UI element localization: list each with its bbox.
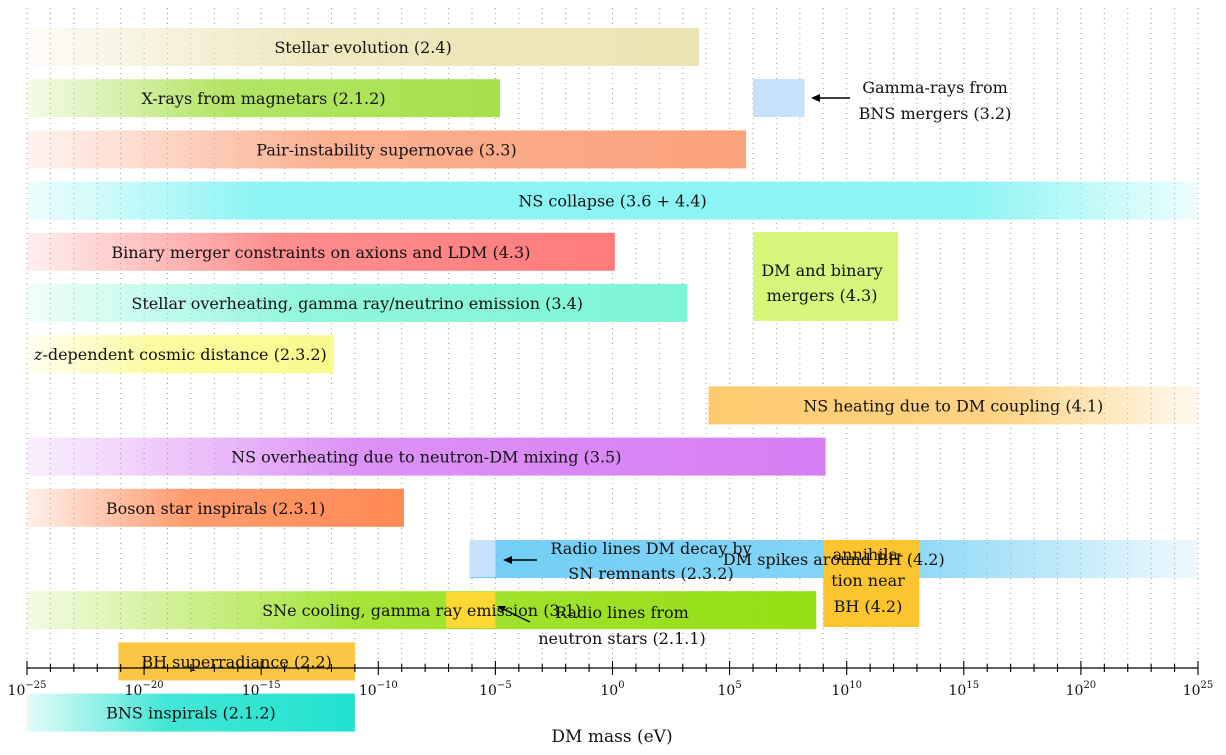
range-box (469, 540, 496, 577)
range-bar (27, 284, 688, 322)
x-tick-label: 10−20 (125, 680, 164, 699)
range-bar-label: X-rays from magnetars (2.1.2) (142, 89, 386, 108)
x-tick-label: 10−10 (359, 680, 398, 699)
box-label-annihilation-line-2: tion near (831, 571, 905, 590)
range-bar-label: NS collapse (3.6 + 4.4) (518, 192, 706, 211)
annotations: Gamma-rays from BNS mergers (3.2) Radio … (497, 78, 1011, 648)
range-bar (27, 130, 746, 169)
bar-labels: Stellar evolution (2.4) X-rays from magne… (33, 38, 1103, 723)
box-label-annihilation-line-1: annihila- (833, 545, 904, 564)
x-tick-label: 1020 (1066, 680, 1097, 699)
range-bar (27, 437, 826, 476)
range-bar (27, 488, 405, 527)
boxes (446, 79, 920, 628)
box-label-annihilation-line-3: BH (4.2) (834, 597, 903, 616)
range-box (446, 592, 496, 628)
annotation-gamma-line-2: BNS mergers (3.2) (859, 104, 1012, 123)
range-bar-label: Boson star inspirals (2.3.1) (106, 499, 325, 518)
range-bar-label: z-dependent cosmic distance (2.3.2) (33, 345, 327, 364)
range-bar (27, 335, 334, 374)
range-bar (27, 693, 355, 732)
x-tick-label: 1015 (949, 680, 980, 699)
x-tick-label: 105 (717, 680, 741, 699)
range-bar-label: Stellar overheating, gamma ray/neutrino … (131, 294, 583, 313)
range-box (753, 79, 805, 117)
x-tick-labels: 10−25 10−20 10−15 10−10 10−5 100 105 1010 1015 10… (8, 680, 1214, 699)
box-label-dm-binary-line-1: DM and binary (761, 261, 882, 280)
range-bar-label: Binary merger constraints on axions and … (111, 243, 530, 262)
range-box (753, 232, 899, 321)
x-tick-label: 10−5 (479, 680, 512, 699)
range-bar-label: NS overheating due to neutron-DM mixing … (231, 448, 621, 467)
x-axis-label: DM mass (eV) (551, 727, 672, 747)
x-tick-label: 10−25 (8, 680, 47, 699)
x-tick-label: 1010 (831, 680, 862, 699)
annotation-radio-ns-line-1: Radio lines from (555, 603, 689, 622)
range-bar-label: BNS inspirals (2.1.2) (106, 704, 276, 723)
range-box (823, 540, 920, 627)
range-bar-label: NS heating due to DM coupling (4.1) (803, 396, 1103, 415)
range-bar (27, 79, 501, 118)
range-bar (27, 591, 817, 630)
range-bar-label: Stellar evolution (2.4) (274, 38, 451, 57)
range-bar (27, 28, 700, 66)
x-tick-label: 1025 (1183, 680, 1214, 699)
annotation-radio-ns-line-2: neutron stars (2.1.1) (538, 629, 706, 648)
x-axis (26, 661, 1199, 675)
range-bar (708, 386, 1198, 425)
x-tick-label: 100 (600, 680, 624, 699)
bars (27, 28, 1198, 732)
annotation-radio-decay-line-1: Radio lines DM decay by (550, 539, 751, 558)
arrowhead-radio-decay (503, 556, 512, 564)
x-tick-label: 10−15 (242, 680, 281, 699)
range-bar (27, 181, 1198, 220)
range-bar-label: DM spikes around BH (4.2) (723, 550, 945, 569)
box-label-dm-binary-line-2: mergers (4.3) (767, 286, 878, 305)
annotation-gamma-line-1: Gamma-rays from (862, 78, 1008, 97)
annotation-radio-decay-line-2: SN remnants (2.3.2) (568, 564, 733, 583)
arrowhead-gamma (811, 94, 820, 102)
range-bar-label: SNe cooling, gamma ray emission (3.1) (262, 601, 581, 620)
range-bar (27, 232, 615, 271)
range-bar (118, 642, 355, 681)
range-bar-label: Pair-instability supernovae (3.3) (256, 140, 516, 159)
arrowhead-radio-ns (497, 606, 506, 612)
